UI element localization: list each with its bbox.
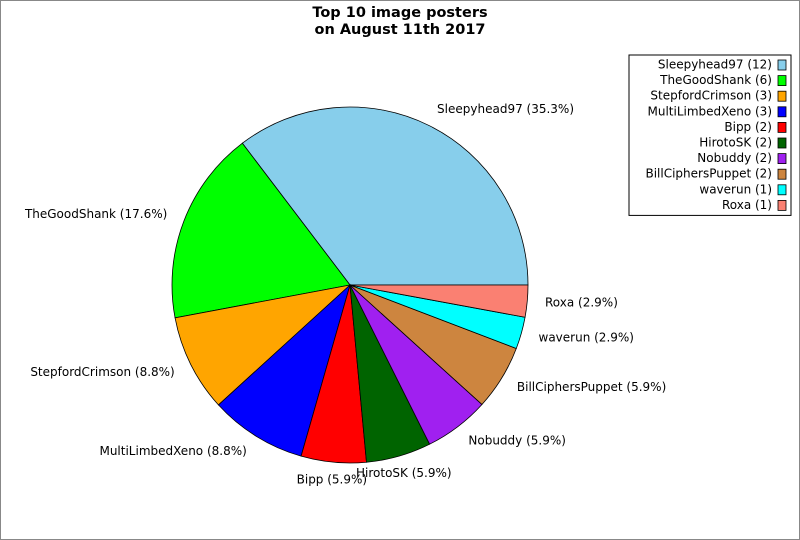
legend-label: MultiLimbedXeno (3): [648, 104, 772, 118]
slice-label: Sleepyhead97 (35.3%): [437, 102, 574, 116]
chart-title: on August 11th 2017: [314, 22, 485, 38]
slice-label: waverun (2.9%): [539, 330, 634, 344]
legend-swatch: [777, 106, 787, 118]
legend-label: BillCiphersPuppet (2): [645, 167, 772, 181]
legend-swatch: [777, 199, 787, 211]
legend-swatch: [777, 137, 787, 149]
slice-label: TheGoodShank (17.6%): [24, 207, 167, 221]
slice-label: Roxa (2.9%): [545, 295, 618, 309]
legend-label: Sleepyhead97 (12): [658, 58, 772, 72]
legend-label: waverun (1): [699, 182, 772, 196]
legend-label: HirotoSK (2): [699, 136, 772, 150]
legend-label: Nobuddy (2): [697, 151, 772, 165]
slice-label: Nobuddy (5.9%): [468, 433, 566, 447]
slice-label: BillCiphersPuppet (5.9%): [517, 380, 666, 394]
legend-label: StepfordCrimson (3): [650, 89, 772, 103]
legend-label: Roxa (1): [722, 198, 772, 212]
pie-slice: [217, 283, 351, 457]
slice-label: MultiLimbedXeno (8.8%): [99, 444, 246, 458]
slice-label: StepfordCrimson (8.8%): [30, 365, 174, 379]
legend-swatch: [777, 75, 787, 86]
slice-label: Bipp (5.9%): [297, 472, 367, 486]
chart-title: Top 10 image posters: [312, 5, 487, 21]
pie-slice: [349, 284, 529, 318]
pie-slice: [171, 142, 351, 319]
legend-swatch: [777, 168, 787, 180]
pie-slice: [241, 106, 529, 286]
legend-swatch: [777, 122, 787, 133]
legend-label: TheGoodShank (6): [659, 73, 772, 87]
legend-label: Bipp (2): [724, 120, 772, 134]
legend-box: [628, 54, 792, 216]
legend-swatch: [777, 153, 787, 165]
legend-swatch: [777, 184, 787, 196]
legend-swatch: [777, 59, 787, 71]
slice-label: HirotoSK (5.9%): [356, 466, 452, 480]
legend-swatch: [777, 90, 787, 102]
pie-slice: [174, 284, 352, 406]
